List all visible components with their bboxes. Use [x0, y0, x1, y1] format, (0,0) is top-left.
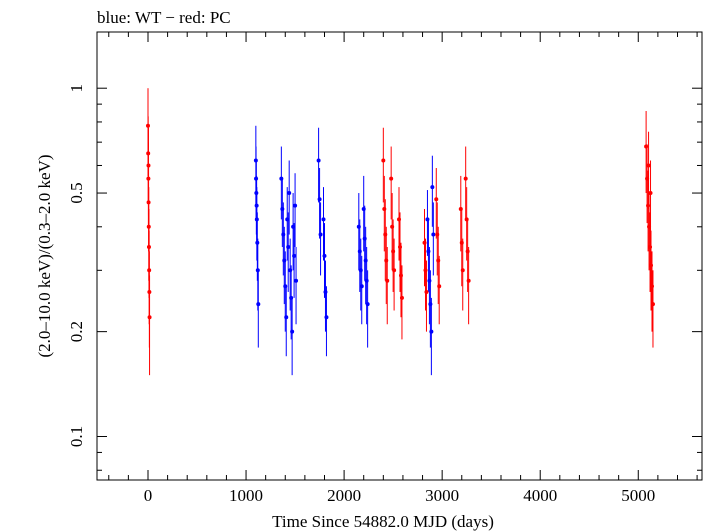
- data-point: [324, 315, 329, 320]
- x-tick-label: 2000: [327, 486, 361, 505]
- data-point: [648, 191, 653, 196]
- data-point: [650, 302, 655, 307]
- data-point: [294, 278, 299, 283]
- data-point: [146, 163, 151, 168]
- data-point: [399, 295, 404, 300]
- data-series: [145, 88, 655, 376]
- data-point: [429, 329, 434, 334]
- x-tick-label: 4000: [523, 486, 557, 505]
- data-point: [365, 302, 370, 307]
- data-point: [284, 315, 289, 320]
- data-point: [431, 232, 436, 237]
- data-point: [646, 163, 651, 168]
- x-tick-label: 5000: [621, 486, 655, 505]
- data-point: [434, 197, 439, 202]
- data-point: [430, 185, 435, 190]
- y-tick-label: 0.1: [67, 426, 86, 447]
- data-point: [254, 176, 259, 181]
- data-point: [385, 278, 390, 283]
- data-point: [463, 176, 468, 181]
- data-point: [389, 176, 394, 181]
- chart-legend-text: blue: WT − red: PC: [97, 8, 231, 27]
- data-point: [254, 203, 259, 208]
- series-pc: [145, 88, 655, 376]
- data-point: [318, 232, 323, 237]
- x-tick-label: 3000: [425, 486, 459, 505]
- data-point: [424, 289, 429, 294]
- data-point: [147, 315, 152, 320]
- data-point: [293, 203, 298, 208]
- series-wt: [253, 125, 436, 376]
- data-point: [460, 268, 465, 273]
- data-point: [292, 253, 297, 258]
- data-point: [321, 217, 326, 222]
- data-point: [287, 191, 292, 196]
- x-tick-label: 1000: [229, 486, 263, 505]
- data-point: [316, 158, 321, 163]
- y-tick-label: 1: [67, 84, 86, 93]
- data-point: [359, 284, 364, 289]
- x-tick-label: 0: [144, 486, 153, 505]
- y-axis: 0.1 0.2 0.5 1: [67, 84, 702, 471]
- x-axis: 0 1000 2000 3000 4000 5000: [108, 32, 698, 505]
- data-point: [256, 302, 261, 307]
- data-point: [392, 268, 397, 273]
- data-point: [381, 158, 386, 163]
- x-axis-label: Time Since 54882.0 MJD (days): [272, 512, 494, 531]
- data-point: [286, 244, 291, 249]
- data-point: [466, 278, 471, 283]
- data-point: [322, 253, 327, 258]
- y-tick-label: 0.5: [67, 182, 86, 203]
- data-point: [437, 284, 442, 289]
- y-tick-label: 0.2: [67, 321, 86, 342]
- data-point: [317, 197, 322, 202]
- data-point: [290, 329, 295, 334]
- plot-frame: [96, 31, 703, 481]
- y-axis-label: (2.0–10.0 keV)/(0.3–2.0 keV): [35, 154, 54, 357]
